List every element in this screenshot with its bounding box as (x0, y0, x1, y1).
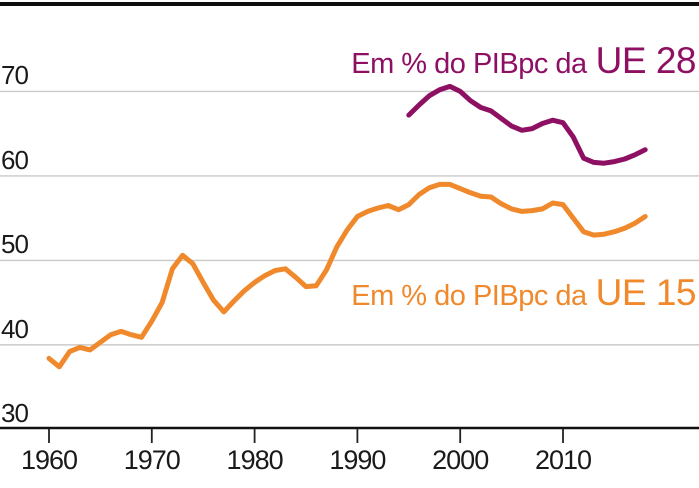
y-axis-label-60: 60 (1, 144, 29, 175)
top-rule (0, 2, 699, 6)
legend-ue15-label: Em % do PIBpc da (351, 280, 587, 312)
y-axis-label-30: 30 (1, 398, 29, 429)
legend-ue28-label: Em % do PIBpc da (351, 48, 587, 80)
y-axis-label-70: 70 (1, 60, 29, 91)
y-axis-label-50: 50 (1, 229, 29, 260)
legend-ue15: Em % do PIBpc da UE 15 (351, 272, 696, 314)
legend-ue28-highlight: UE 28 (595, 40, 697, 81)
series-line-ue-15 (46, 181, 648, 370)
x-axis-label-1980: 1980 (226, 445, 284, 475)
legend-ue15-highlight: UE 15 (595, 272, 697, 313)
x-axis-label-2000: 2000 (432, 445, 489, 475)
x-axis-label-1960: 1960 (20, 445, 78, 475)
x-axis-label-2010: 2010 (534, 445, 592, 475)
x-axis-label-1990: 1990 (329, 445, 386, 475)
legend-ue28: Em % do PIBpc da UE 28 (351, 40, 696, 82)
x-axis-label-1970: 1970 (123, 445, 181, 475)
y-axis-label-40: 40 (1, 313, 29, 344)
series-line-ue-28 (406, 83, 648, 166)
